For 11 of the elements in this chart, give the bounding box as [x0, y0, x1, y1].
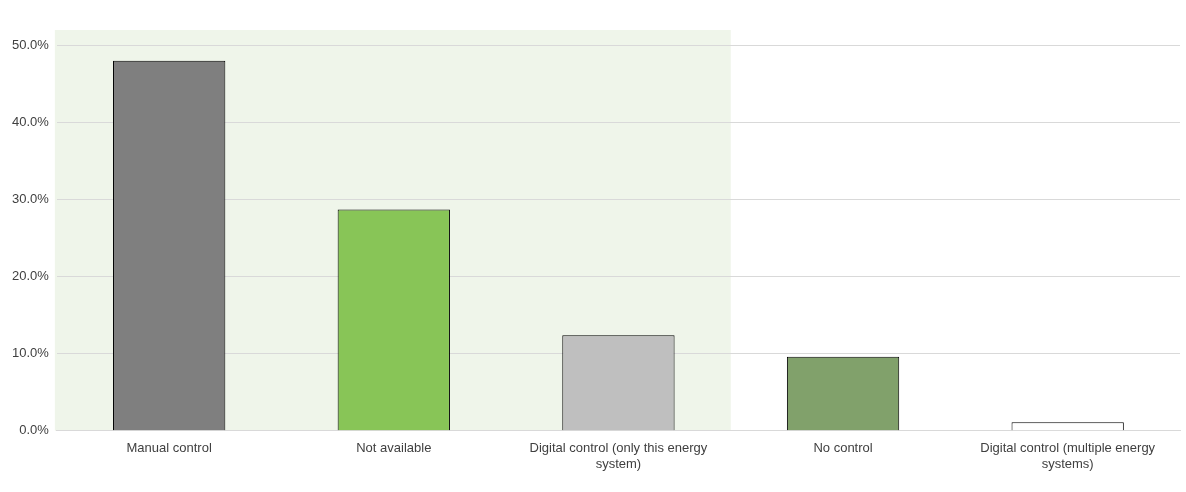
- y-tick-label: 20.0%: [11, 268, 50, 284]
- x-tick-label: Digital control (only this energy system): [529, 440, 708, 471]
- y-tick-label: 40.0%: [11, 114, 50, 130]
- x-tick-label: No control: [813, 440, 873, 456]
- y-tick-label: 10.0%: [11, 345, 50, 361]
- x-tick-label: Digital control (multiple energy systems): [980, 440, 1156, 471]
- x-tick-label: Manual control: [126, 440, 212, 456]
- y-tick-label: 50.0%: [11, 36, 50, 52]
- y-tick-label: 0.0%: [19, 422, 50, 438]
- x-tick-label: Not available: [356, 440, 432, 456]
- y-tick-label: 30.0%: [11, 191, 50, 207]
